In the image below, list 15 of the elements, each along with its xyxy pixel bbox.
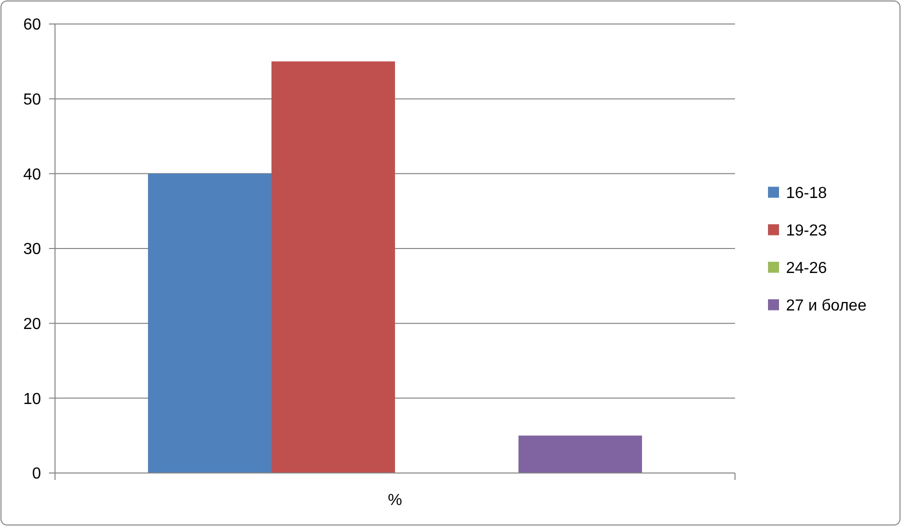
bar — [148, 174, 272, 473]
y-tick-label: 40 — [23, 166, 42, 184]
bar — [518, 436, 642, 473]
legend-label: 16-18 — [786, 184, 828, 202]
x-tick-label: % — [388, 492, 402, 509]
y-tick-label: 10 — [23, 390, 42, 408]
y-tick-label: 30 — [23, 241, 42, 258]
legend-label: 24-26 — [786, 260, 828, 277]
legend-label: 27 и более — [786, 297, 867, 314]
bar — [272, 61, 395, 473]
y-tick-label: 60 — [23, 16, 42, 34]
legend-label: 19-23 — [786, 222, 828, 240]
y-tick-label: 20 — [23, 316, 42, 333]
y-tick-label: 50 — [23, 91, 42, 108]
y-tick-label: 0 — [32, 466, 42, 483]
